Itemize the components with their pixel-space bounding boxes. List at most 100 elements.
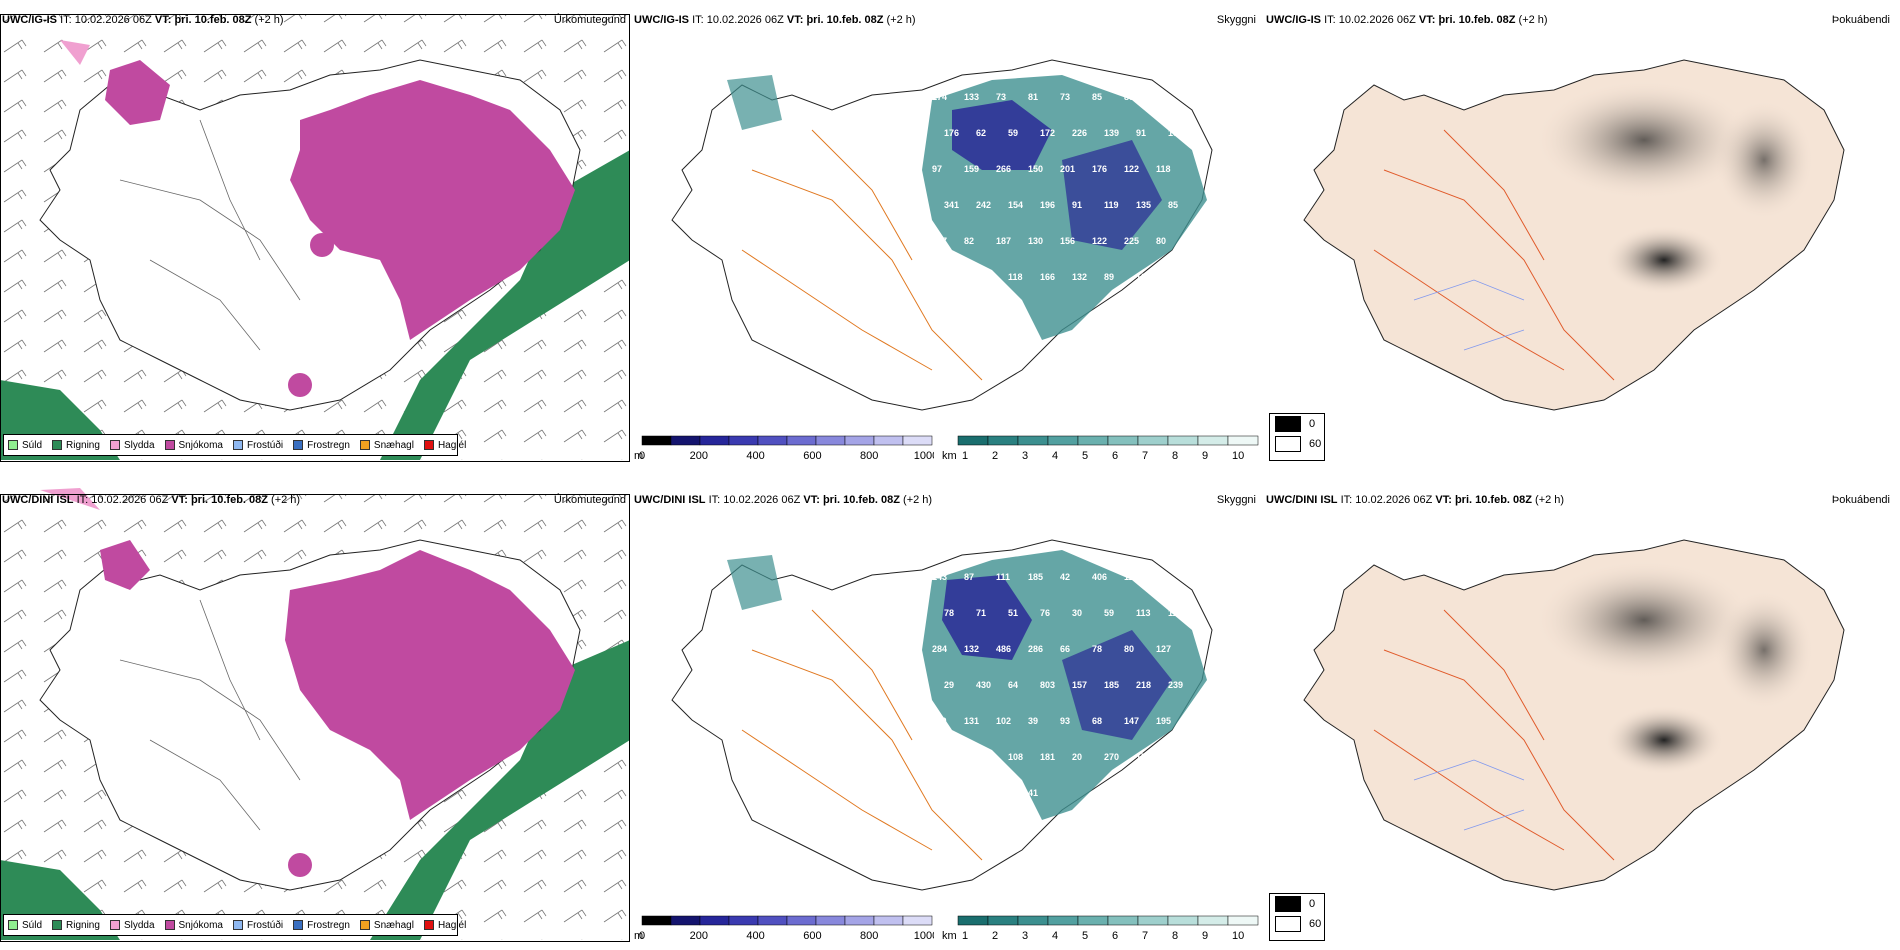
fog-area <box>1534 80 1754 200</box>
visibility-value: 127 <box>932 236 947 246</box>
visibility-value: 20 <box>1072 752 1082 762</box>
rivers <box>1413 279 1525 351</box>
fog-legend-row: 60 <box>1270 434 1324 454</box>
visibility-value: 81 <box>932 308 942 318</box>
visibility-value: 187 <box>996 236 1011 246</box>
visibility-value: 113 <box>1136 608 1151 618</box>
colorbar-cell <box>1047 435 1079 446</box>
panel-title: UWC/DINI ISL IT: 10.02.2026 06Z VT: þri.… <box>2 494 301 506</box>
precip-type-title: Úrkomutegund <box>553 494 626 506</box>
visibility-title: Skyggni <box>1216 494 1256 506</box>
colorbar-cell <box>670 435 701 446</box>
colorbar-cell <box>987 915 1019 926</box>
fog-area <box>1714 100 1814 220</box>
colorbar-cell <box>873 435 904 446</box>
fog-swatch <box>1275 416 1301 432</box>
fog-swatch <box>1275 436 1301 452</box>
visibility-value: 154 <box>1008 200 1023 210</box>
snow-area <box>100 540 150 590</box>
visibility-value: 152 <box>944 752 959 762</box>
visibility-value: 87 <box>964 572 974 582</box>
snow-area <box>105 60 170 125</box>
colorbar-cell <box>902 915 933 926</box>
colorbar-km-svg: km 1 2 3 4 5 6 7 8 9 10 <box>942 915 1259 942</box>
colorbar-tick-label: 10 <box>1232 930 1244 942</box>
snow-area <box>290 80 575 340</box>
visibility-area <box>727 75 782 130</box>
visibility-value: 122 <box>1092 236 1107 246</box>
visibility-value: 91 <box>1136 128 1146 138</box>
colorbar-tick-label: 0 <box>639 450 645 462</box>
colorbar-cell <box>757 915 788 926</box>
colorbar-m: m 0 200 400 600 800 1000 <box>634 914 938 945</box>
colorbar-tick-label: 3 <box>1022 450 1028 462</box>
fog-area <box>1534 560 1754 680</box>
legend-item-frostudi: Frostúði <box>232 440 283 451</box>
road-network <box>1373 129 1615 381</box>
visibility-value: 82 <box>964 236 974 246</box>
road-network <box>741 609 983 861</box>
snow-area <box>288 853 312 877</box>
legend-item-frostregn: Frostregn <box>293 920 350 931</box>
colorbar-unit: km <box>942 930 957 942</box>
rivers <box>1413 759 1525 831</box>
visibility-value: 195 <box>1156 716 1171 726</box>
legend-swatch <box>359 920 370 930</box>
colorbar-cell <box>1137 435 1169 446</box>
colorbar-cell <box>786 915 817 926</box>
legend-swatch <box>232 440 243 450</box>
colorbar-tick-label: 6 <box>1112 450 1118 462</box>
colorbar-tick-label: 7 <box>1142 930 1148 942</box>
colorbar-cell <box>1047 915 1079 926</box>
visibility-value: 176 <box>1092 164 1107 174</box>
visibility-value: 118 <box>1008 272 1023 282</box>
visibility-value: 119 <box>1104 200 1119 210</box>
visibility-value: 196 <box>1040 200 1055 210</box>
legend-swatch <box>423 920 434 930</box>
visibility-value: 172 <box>1040 128 1055 138</box>
legend-item-sudd: Súld <box>8 920 42 931</box>
visibility-value: 185 <box>1028 572 1043 582</box>
colorbar-cell <box>786 435 817 446</box>
colorbar-m-svg: m 0 200 400 600 800 1000 <box>634 435 938 462</box>
rain-area <box>600 170 630 200</box>
visibility-value: 176 <box>944 128 959 138</box>
visibility-value: 78 <box>1092 644 1102 654</box>
colorbar-cell <box>902 435 933 446</box>
visibility-value: 118 <box>1156 164 1171 174</box>
visibility-value: 85 <box>1092 92 1102 102</box>
colorbar-unit: m <box>634 930 643 942</box>
visibility-value: 80 <box>1124 644 1134 654</box>
colorbar-cell <box>1197 435 1229 446</box>
legend-item-snaehagl: Snæhagl <box>359 920 414 931</box>
visibility-value: 80 <box>1156 236 1166 246</box>
colorbar-cell <box>1167 435 1199 446</box>
low-visibility-area <box>1062 630 1172 740</box>
visibility-value: 108 <box>1008 752 1023 762</box>
legend-swatch <box>423 440 434 450</box>
fog-legend: 0 60 <box>1269 413 1325 461</box>
visibility-value: 66 <box>1060 644 1070 654</box>
visibility-value: 239 <box>1168 680 1183 690</box>
precip-map-2 <box>0 488 630 940</box>
colorbar-km: km 1 2 3 4 5 6 7 8 9 10 <box>942 434 1262 465</box>
legend-swatch <box>359 440 370 450</box>
visibility-value: 218 <box>1136 680 1151 690</box>
snow-area <box>285 550 575 820</box>
low-visibility-area <box>942 575 1032 660</box>
visibility-value: 406 <box>1092 572 1107 582</box>
visibility-value: 15 <box>1136 752 1146 762</box>
legend-item-rigning: Rigning <box>52 920 100 931</box>
fog-panel-1: UWC/IG-IS IT: 10.02.2026 06Z VT: þri. 10… <box>1264 0 1896 460</box>
legend-swatch <box>52 440 63 450</box>
visibility-value: 135 <box>1136 200 1151 210</box>
visibility-value: 361 <box>1168 752 1183 762</box>
road-network <box>741 129 983 381</box>
colorbar-cell <box>1107 915 1139 926</box>
legend-item-snjokoma: Snjókoma <box>164 920 223 931</box>
visibility-map-2: 143 87 111 185 42 406 113 86 78 71 51 76 30 59 113 112 2… <box>671 539 1213 891</box>
sleet-area <box>40 488 100 510</box>
visibility-value: 150 <box>1028 164 1043 174</box>
visibility-value: 119 <box>932 716 947 726</box>
visibility-value: 64 <box>1008 680 1018 690</box>
